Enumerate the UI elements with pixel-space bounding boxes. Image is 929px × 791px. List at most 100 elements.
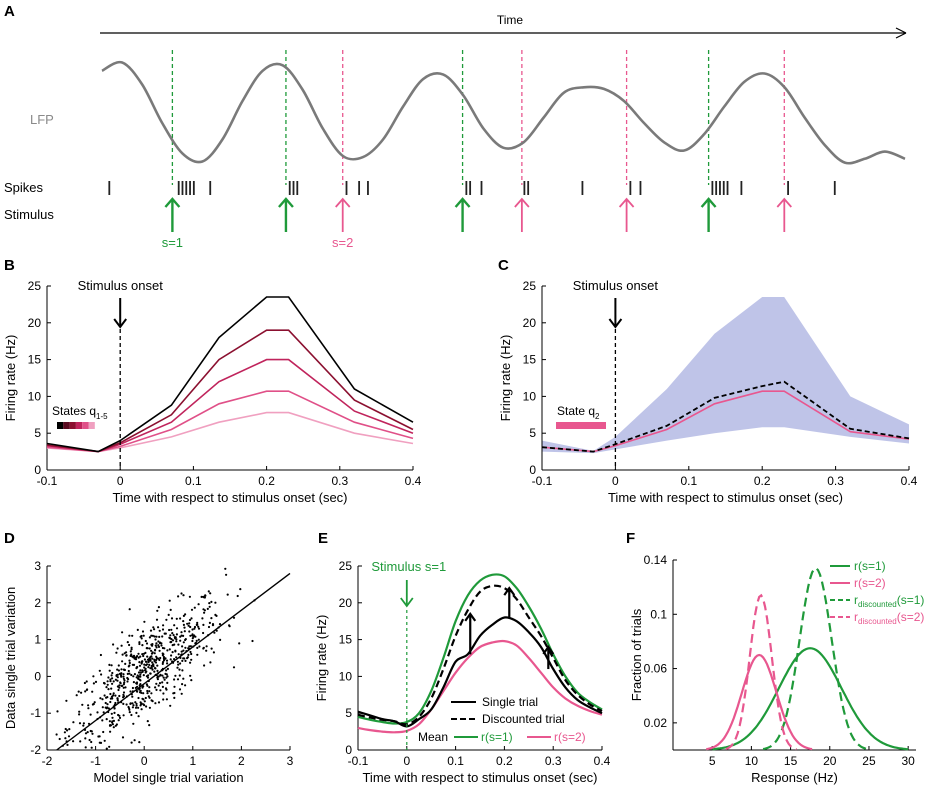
scatter-point (170, 654, 173, 657)
x-axis-label: Model single trial variation (93, 770, 243, 785)
scatter-point (169, 608, 172, 612)
scatter-point (88, 738, 91, 742)
y-tick-label: 20 (339, 596, 353, 610)
x-tick-label: 0 (117, 474, 124, 488)
y-tick-label: 2 (34, 596, 41, 610)
x-tick-label: 0 (612, 474, 619, 488)
scatter-point (182, 614, 185, 618)
legend-label: rdiscounted(s=1) (854, 593, 924, 609)
x-tick-label: 0.3 (331, 474, 348, 488)
scatter-point (159, 689, 162, 692)
scatter-point (190, 608, 194, 611)
x-tick-label: 0.4 (594, 754, 611, 768)
series-line-r-s-2- (357, 639, 603, 734)
scatter-point (158, 682, 162, 685)
legend-discounted-label: Discounted trial (482, 712, 565, 726)
scatter-point (172, 634, 175, 637)
scatter-point (165, 698, 168, 701)
scatter-point (203, 664, 206, 667)
scatter-point (166, 649, 169, 652)
scatter-point (102, 711, 105, 714)
scatter-point (209, 661, 212, 664)
scatter-point (126, 672, 129, 676)
scatter-point (152, 626, 155, 629)
scatter-point (148, 706, 151, 709)
scatter-point (171, 644, 174, 647)
scatter-point (157, 657, 160, 660)
scatter-point (174, 636, 177, 639)
scatter-point (102, 730, 105, 734)
scatter-point (189, 625, 192, 629)
scatter-point (139, 673, 142, 676)
scatter-point (128, 711, 131, 714)
scatter-point (153, 635, 156, 638)
scatter-point (226, 593, 229, 596)
x-tick-label: -1 (90, 754, 101, 768)
scatter-point (128, 708, 131, 711)
scatter-point (126, 680, 129, 683)
scatter-point (173, 685, 176, 688)
scatter-point (151, 657, 154, 660)
scatter-point (111, 677, 114, 680)
scatter-point (82, 722, 85, 725)
arrow-head (335, 197, 351, 208)
scatter-point (160, 644, 163, 647)
scatter-point (180, 631, 183, 634)
y-tick-label: 5 (34, 426, 41, 440)
scatter-point (83, 681, 86, 685)
stimulus-annotation: Stimulus s=1 (371, 559, 446, 574)
scatter-point (238, 642, 241, 645)
scatter-point (128, 643, 131, 647)
x-tick-label: 0.1 (680, 474, 697, 488)
scatter-point (146, 689, 149, 693)
scatter-point (81, 703, 84, 706)
y-tick-label: 0 (34, 669, 41, 683)
scatter-point (163, 678, 166, 681)
scatter-point (149, 655, 152, 659)
scatter-point (84, 732, 88, 735)
onset-annotation: Stimulus onset (78, 278, 164, 293)
scatter-point (92, 682, 95, 685)
scatter-point (175, 627, 179, 630)
scatter-point (96, 711, 99, 714)
scatter-point (132, 722, 135, 725)
scatter-point (72, 721, 75, 724)
scatter-point (147, 695, 150, 698)
scatter-point (200, 595, 203, 599)
scatter-point (131, 706, 134, 709)
scatter-point (67, 735, 71, 738)
scatter-point (132, 681, 135, 684)
scatter-point (122, 686, 125, 689)
scatter-point (116, 676, 119, 679)
series-line-r-s-1- (357, 573, 603, 725)
scatter-point (180, 634, 183, 637)
scatter-point (138, 675, 141, 678)
scatter-point (203, 596, 206, 599)
scatter-point (141, 653, 144, 656)
scatter-point (132, 704, 135, 707)
scatter-point (106, 683, 109, 686)
panel-label-e: E (318, 530, 328, 547)
scatter-point (182, 620, 185, 623)
scatter-point (141, 669, 144, 672)
x-tick-label: 0.1 (185, 474, 202, 488)
scatter-point (142, 692, 145, 695)
scatter-point (176, 660, 179, 663)
scatter-point (184, 613, 187, 616)
scatter-point (90, 746, 93, 749)
scatter-point (157, 645, 161, 649)
scatter-point (86, 688, 89, 691)
scatter-point (184, 659, 187, 663)
x-tick-label: 0.1 (447, 754, 464, 768)
scatter-point (214, 601, 217, 604)
scatter-point (106, 703, 109, 706)
scatter-point (82, 724, 85, 727)
scatter-point (169, 641, 172, 644)
scatter-point (168, 648, 171, 651)
panel-d-chart: -2 -1 0 1 2 3 -2 -1 0 1 2 3 Model single trial varia… (3, 559, 294, 785)
scatter-point (102, 681, 106, 685)
scatter-point (129, 650, 132, 653)
scatter-point (126, 641, 129, 644)
scatter-point (161, 661, 165, 664)
scatter-point (123, 668, 126, 671)
